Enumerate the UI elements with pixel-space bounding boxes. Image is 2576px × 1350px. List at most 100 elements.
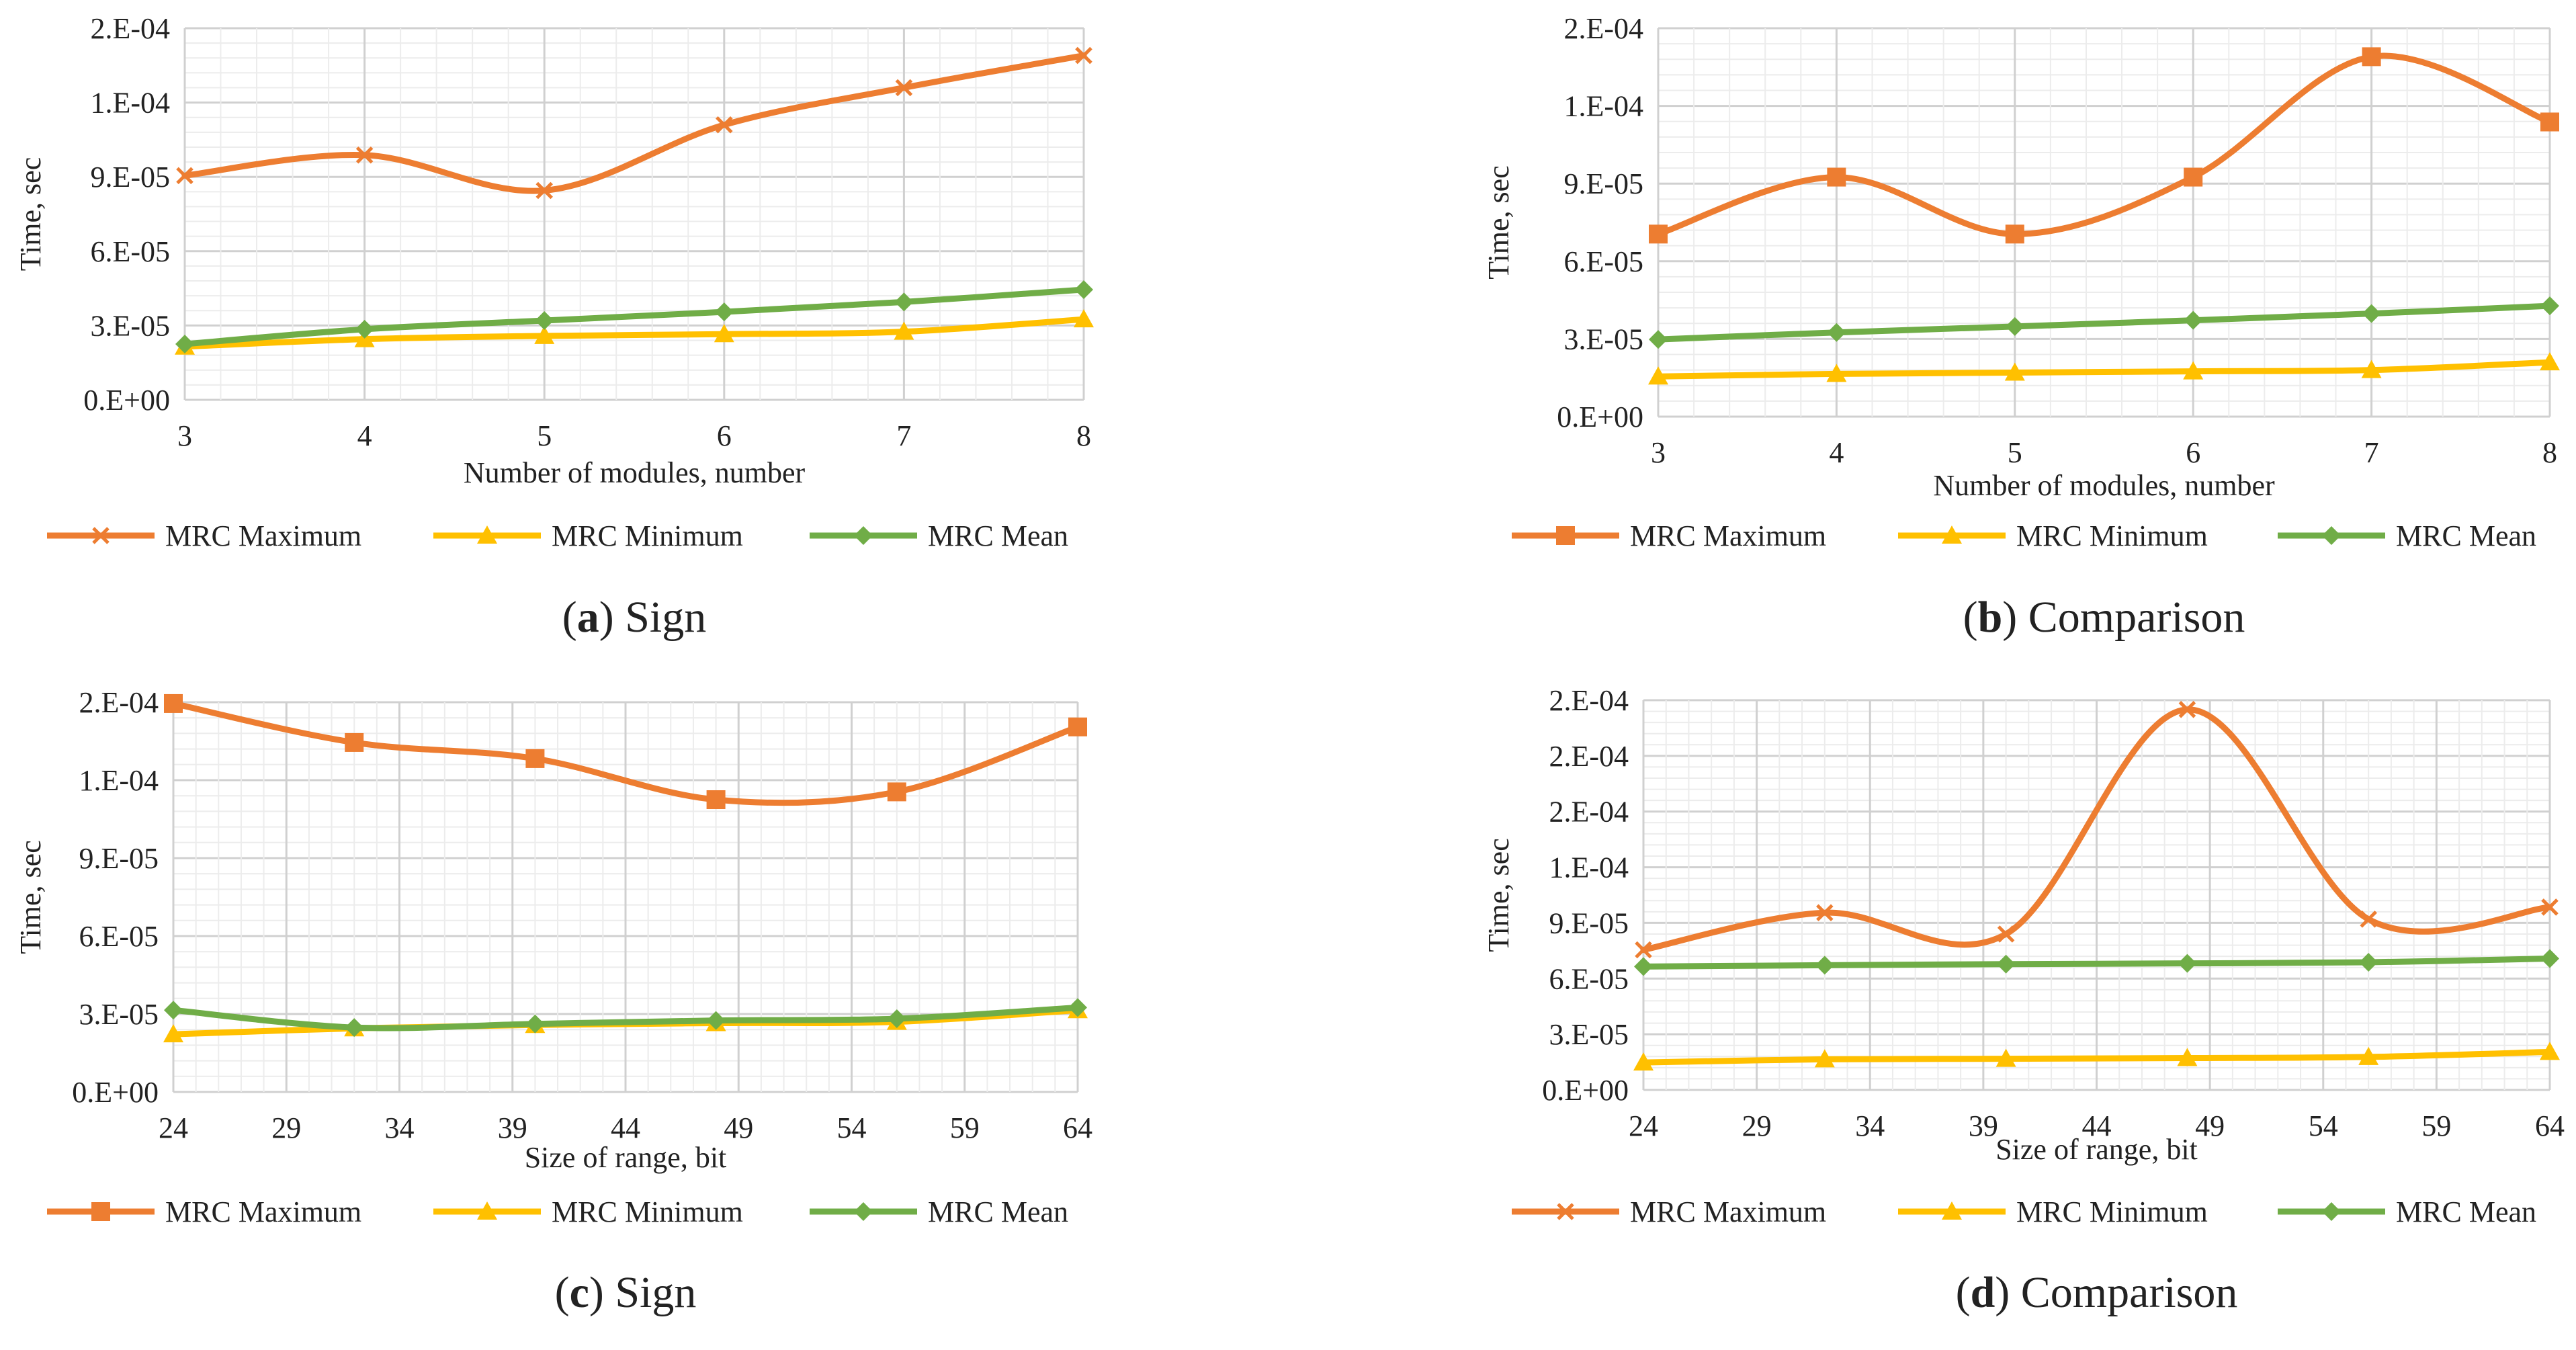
x-tick-label: 64 <box>1063 1111 1092 1144</box>
chart-b: 0.E+00 3.E-05 6.E-05 9.E-05 1.E-04 2.E-04 3 4 5 6… <box>1482 12 2560 642</box>
x-tick-label: 49 <box>2195 1109 2225 1142</box>
data-point <box>2540 112 2559 132</box>
x-tick-label: 64 <box>2535 1109 2565 1142</box>
data-point <box>355 319 374 339</box>
y-tick-label: 6.E-05 <box>90 235 170 268</box>
data-point <box>345 1018 364 1038</box>
caption-text: Comparison <box>2028 593 2245 642</box>
data-point <box>1827 167 1846 187</box>
y-tick-label: 0.E+00 <box>72 1076 159 1109</box>
legend-item: MRC Mean <box>2278 519 2536 552</box>
series-line <box>1655 359 2553 380</box>
x-tick-label: 34 <box>1855 1109 1885 1142</box>
data-point <box>1995 1048 2016 1067</box>
caption-paren-close: ) <box>2002 593 2028 642</box>
data-point <box>716 116 733 134</box>
caption-letter: a <box>577 593 599 642</box>
y-tick-label: 2.E-04 <box>1549 796 1629 829</box>
caption-paren-open: ( <box>1956 1268 1971 1317</box>
data-point <box>2184 310 2203 330</box>
legend-item: MRC Mean <box>2278 1195 2536 1228</box>
legend-marker <box>477 1201 497 1220</box>
data-point <box>2184 167 2203 187</box>
data-point <box>175 335 194 354</box>
series-mrc-maximum <box>1635 701 2559 959</box>
x-tick-label: 24 <box>159 1111 188 1144</box>
data-point <box>163 1024 183 1043</box>
data-point <box>1827 323 1846 342</box>
y-tick-label: 9.E-05 <box>1563 167 1643 200</box>
legend-marker <box>477 525 497 544</box>
legend-item: MRC Maximum <box>47 1195 361 1228</box>
data-point <box>2178 701 2196 718</box>
y-tick-label: 1.E-04 <box>79 764 159 797</box>
x-tick-label: 54 <box>837 1111 867 1144</box>
y-tick-label: 3.E-05 <box>79 998 159 1031</box>
x-tick-label: 7 <box>896 419 911 452</box>
x-tick-label: 54 <box>2309 1109 2338 1142</box>
data-point <box>706 1011 726 1030</box>
series-mrc-mean <box>175 280 1093 354</box>
grid <box>183 27 1085 401</box>
x-tick-label: 29 <box>271 1111 301 1144</box>
data-point <box>2540 949 2559 968</box>
x-tick-label: 3 <box>177 419 192 452</box>
caption: (b) Comparison <box>1963 593 2245 642</box>
x-tick-label: 3 <box>1651 436 1666 469</box>
caption-text: Sign <box>625 593 706 642</box>
data-point <box>714 302 734 322</box>
series-line <box>170 700 1081 806</box>
data-point <box>887 1009 906 1028</box>
y-axis-title: Time, sec <box>14 840 47 954</box>
data-point <box>2177 1048 2198 1066</box>
x-tick-label: 4 <box>1829 436 1844 469</box>
legend-marker <box>1942 525 1962 544</box>
y-axis-title: Time, sec <box>1482 165 1515 280</box>
x-tick-label: 59 <box>2421 1109 2451 1142</box>
data-point <box>1649 330 1668 349</box>
caption-paren-close: ) <box>599 593 625 642</box>
legend-item: MRC Mean <box>810 519 1068 552</box>
data-point <box>534 325 555 344</box>
y-tick-label: 6.E-05 <box>1563 245 1643 278</box>
caption: (a) Sign <box>562 593 707 642</box>
data-point <box>2004 362 2025 381</box>
legend: MRC Maximum MRC Minimum MRC Mean <box>1512 519 2536 552</box>
x-tick-label: 5 <box>2008 436 2022 469</box>
legend-label: MRC Minimum <box>552 1195 743 1228</box>
data-point <box>1074 309 1094 328</box>
x-tick-label: 7 <box>2364 436 2379 469</box>
legend: MRC Maximum MRC Minimum MRC Mean <box>47 519 1068 552</box>
data-point <box>1648 366 1668 385</box>
caption-text: Sign <box>615 1268 696 1317</box>
data-point <box>894 292 914 312</box>
data-point <box>535 181 553 200</box>
data-point <box>1633 1052 1654 1071</box>
legend-marker <box>1556 526 1575 545</box>
series-mrc-maximum <box>164 693 1087 809</box>
data-point <box>164 693 183 713</box>
data-point <box>535 311 554 331</box>
data-point <box>1649 224 1668 244</box>
series-mrc-mean <box>1634 949 2559 976</box>
legend-marker <box>854 526 873 545</box>
legend: MRC Maximum MRC Minimum MRC Mean <box>47 1195 1068 1228</box>
legend-item: MRC Maximum <box>1512 1195 1826 1228</box>
series-line <box>181 52 1087 194</box>
series-mrc-minimum <box>1648 352 2560 385</box>
x-tick-label: 4 <box>357 419 372 452</box>
data-point <box>1997 925 2015 943</box>
x-tick-label: 5 <box>537 419 552 452</box>
data-point <box>2541 898 2559 916</box>
legend-label: MRC Mean <box>2396 519 2536 552</box>
x-tick-label: 24 <box>1629 1109 1658 1142</box>
y-axis-title: Time, sec <box>1482 838 1515 952</box>
legend-marker <box>91 1202 110 1221</box>
legend-item: MRC Maximum <box>1512 519 1826 552</box>
data-point <box>1074 280 1093 299</box>
data-point <box>714 324 734 343</box>
y-tick-label: 3.E-05 <box>90 309 170 342</box>
series-line <box>181 286 1087 347</box>
y-tick-label: 6.E-05 <box>1549 962 1629 995</box>
legend-label: MRC Minimum <box>2016 519 2208 552</box>
